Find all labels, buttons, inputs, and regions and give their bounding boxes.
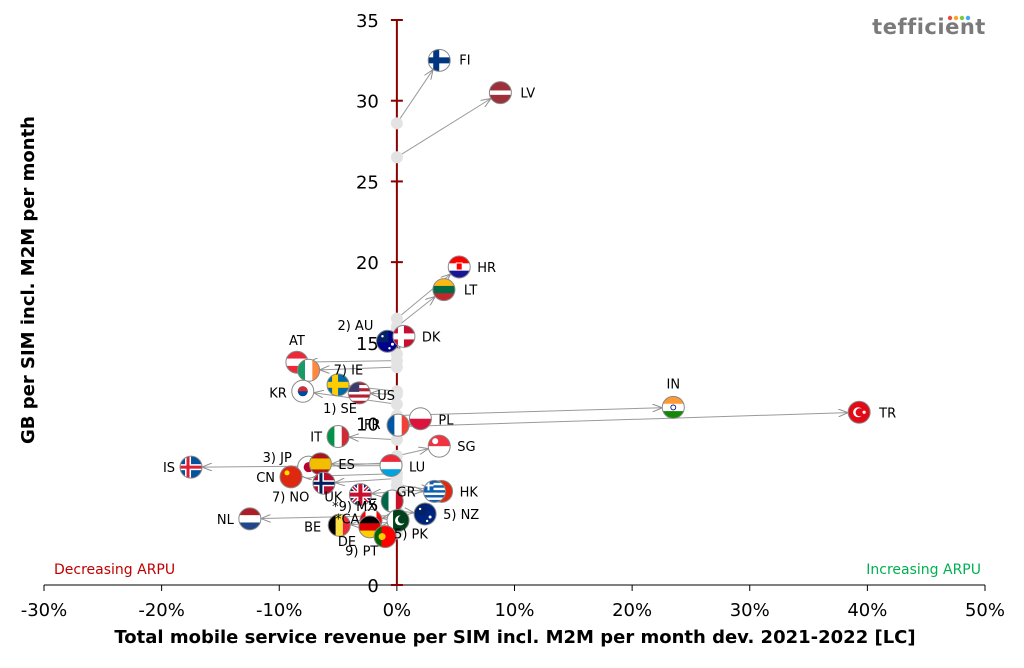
x-tick-label: 50%	[965, 600, 1005, 621]
y-axis-title: GB per SIM incl. M2M per month	[18, 116, 39, 444]
point-label: 7) NO	[272, 490, 309, 505]
point-label: US	[377, 389, 395, 404]
point-label: SG	[457, 440, 475, 455]
country-point	[280, 466, 302, 488]
change-arrow	[397, 413, 847, 427]
country-point	[428, 49, 450, 71]
logo-dot-orange	[954, 16, 958, 20]
y-tick-label: 15	[356, 334, 379, 355]
point-label: IS	[163, 461, 175, 476]
x-tick-label: 0%	[383, 600, 412, 621]
point-label: 3) JP	[263, 451, 292, 466]
country-point	[327, 425, 350, 447]
country-point	[424, 480, 446, 503]
point-label: DK	[422, 330, 441, 345]
country-point	[433, 279, 455, 302]
point-label: TR	[878, 406, 896, 421]
point-label: PL	[438, 414, 454, 429]
axes-layer: -30% -20% -10% 0% 10% 20% 30% 40% 50% 0 5 10 15 20 25 3…	[21, 11, 1005, 621]
x-tick-label: 20%	[612, 600, 652, 621]
point-label: 5) NZ	[443, 508, 479, 523]
point-label: LT	[464, 284, 477, 299]
country-point	[180, 456, 202, 478]
tefficient-logo: tefficient	[872, 15, 986, 39]
change-arrow	[350, 437, 397, 440]
country-point	[239, 508, 261, 531]
country-point	[387, 414, 410, 436]
point-label: GR	[397, 485, 416, 500]
x-tick-label: -30%	[21, 600, 68, 621]
point-label: 7) IE	[334, 363, 364, 378]
country-point	[309, 453, 331, 476]
point-label: 2) AU	[337, 319, 373, 334]
country-point	[409, 408, 431, 431]
point-label: ES	[338, 458, 354, 473]
country-point	[298, 359, 321, 381]
point-label: FR	[364, 418, 381, 433]
country-point	[428, 435, 450, 458]
point-label: 1) SE	[323, 402, 357, 417]
y-tick-label: 25	[356, 172, 379, 193]
logo-dot-red	[948, 16, 952, 20]
x-tick-label: 30%	[730, 600, 770, 621]
previous-point	[391, 361, 403, 373]
points-layer	[180, 49, 870, 547]
change-arrow	[397, 99, 490, 157]
x-axis-title: Total mobile service revenue per SIM inc…	[114, 627, 915, 648]
arrows-layer	[203, 70, 847, 526]
country-point	[848, 401, 870, 423]
point-label: CN	[256, 471, 275, 486]
point-label: *CA	[335, 512, 360, 527]
point-label: HK	[460, 485, 479, 500]
change-arrow	[397, 297, 435, 327]
previous-point	[391, 117, 403, 129]
point-label: HR	[477, 261, 496, 276]
y-tick-label: 0	[367, 576, 378, 597]
point-label: IN	[667, 377, 681, 392]
point-label: KR	[269, 386, 287, 401]
point-label: FI	[459, 53, 470, 68]
x-tick-label: 40%	[847, 600, 887, 621]
y-tick-label: 35	[356, 11, 379, 32]
country-point	[380, 455, 402, 478]
x-tick-label: -10%	[256, 600, 303, 621]
increasing-arpu-label: Increasing ARPU	[866, 562, 981, 578]
country-point	[448, 256, 470, 279]
country-point	[292, 380, 314, 402]
country-point	[393, 325, 415, 347]
change-arrow	[397, 70, 433, 123]
x-tick-label: 10%	[494, 600, 534, 621]
change-arrow	[336, 478, 397, 482]
logo-dot-blue	[966, 16, 970, 20]
change-arrow	[309, 361, 397, 362]
logo-dot-green	[960, 16, 964, 20]
point-label: AT	[289, 334, 305, 349]
point-label: NL	[217, 513, 235, 528]
point-label: IT	[310, 430, 322, 445]
country-point	[662, 396, 684, 419]
x-tick-label: -20%	[138, 600, 185, 621]
scatter-chart: -30% -20% -10% 0% 10% 20% 30% 40% 50%05101520253…	[0, 0, 1024, 668]
change-arrow	[397, 408, 661, 416]
y-tick-label: 30	[356, 92, 379, 113]
point-label: 9) PT	[345, 545, 378, 560]
country-point	[489, 82, 511, 105]
previous-point	[391, 151, 403, 163]
point-label: 5) PK	[394, 527, 428, 542]
y-tick-label: 20	[356, 253, 379, 274]
point-label: LU	[409, 461, 425, 476]
decreasing-arpu-label: Decreasing ARPU	[54, 562, 175, 578]
country-point	[414, 503, 436, 525]
point-label: LV	[520, 87, 535, 102]
point-label: BE	[304, 520, 321, 535]
